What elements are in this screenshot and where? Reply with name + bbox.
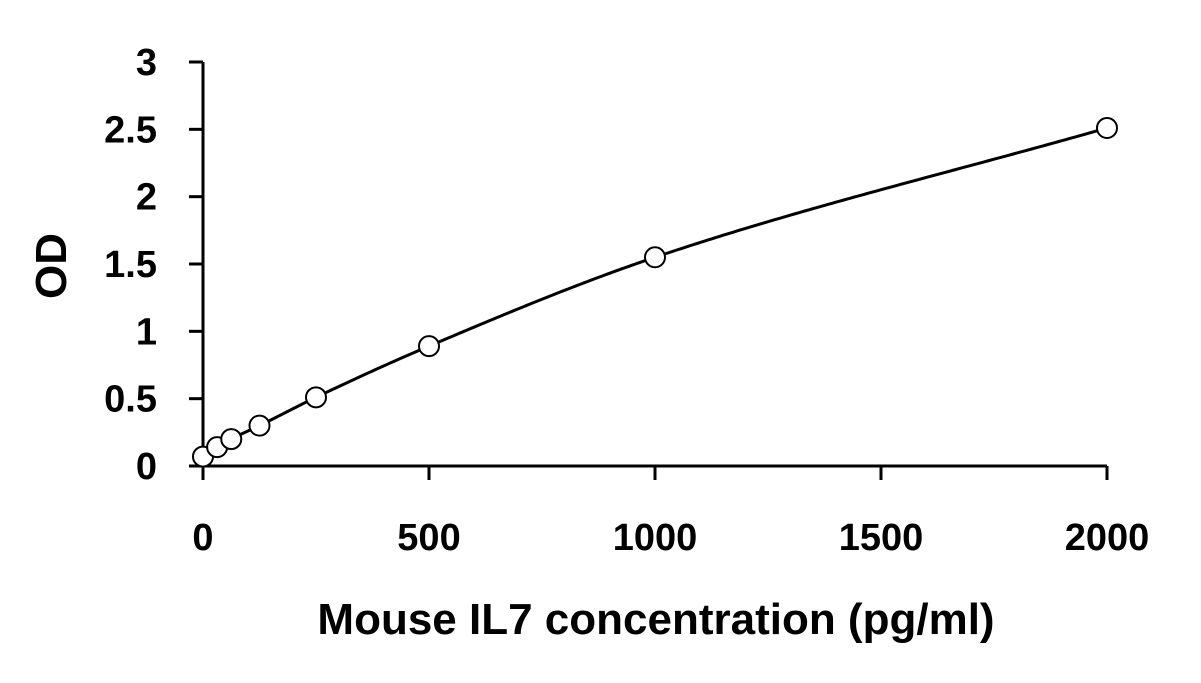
- y-tick-label: 0: [136, 446, 157, 488]
- x-tick-label: 1000: [613, 517, 698, 559]
- data-point: [305, 386, 327, 409]
- x-tick-label: 500: [397, 517, 460, 559]
- data-points: [192, 116, 1118, 468]
- x-axis-title: Mouse IL7 concentration (pg/ml): [317, 595, 994, 644]
- data-point: [1096, 116, 1118, 139]
- y-axis-title: OD: [27, 233, 76, 299]
- x-tick-label: 1500: [839, 517, 924, 559]
- x-axis: 0 500 1000 1500 2000: [192, 464, 1149, 559]
- y-tick-label: 0.5: [104, 379, 157, 421]
- y-tick-label: 1.5: [104, 244, 157, 286]
- y-tick-label: 2: [136, 177, 157, 219]
- y-tick-label: 3: [136, 42, 157, 84]
- data-point: [418, 335, 440, 358]
- y-tick-label: 1: [136, 311, 157, 353]
- data-point: [644, 246, 666, 269]
- y-axis: 0 0.5 1 1.5 2 2.5 3: [104, 42, 205, 488]
- data-point: [248, 414, 271, 437]
- y-axis-ticks: 0 0.5 1 1.5 2 2.5 3: [104, 42, 203, 488]
- x-tick-label: 2000: [1065, 517, 1150, 559]
- x-tick-label: 0: [192, 517, 213, 559]
- y-tick-label: 2.5: [104, 109, 157, 151]
- data-point: [220, 428, 243, 451]
- x-axis-ticks: 0 500 1000 1500 2000: [192, 466, 1149, 559]
